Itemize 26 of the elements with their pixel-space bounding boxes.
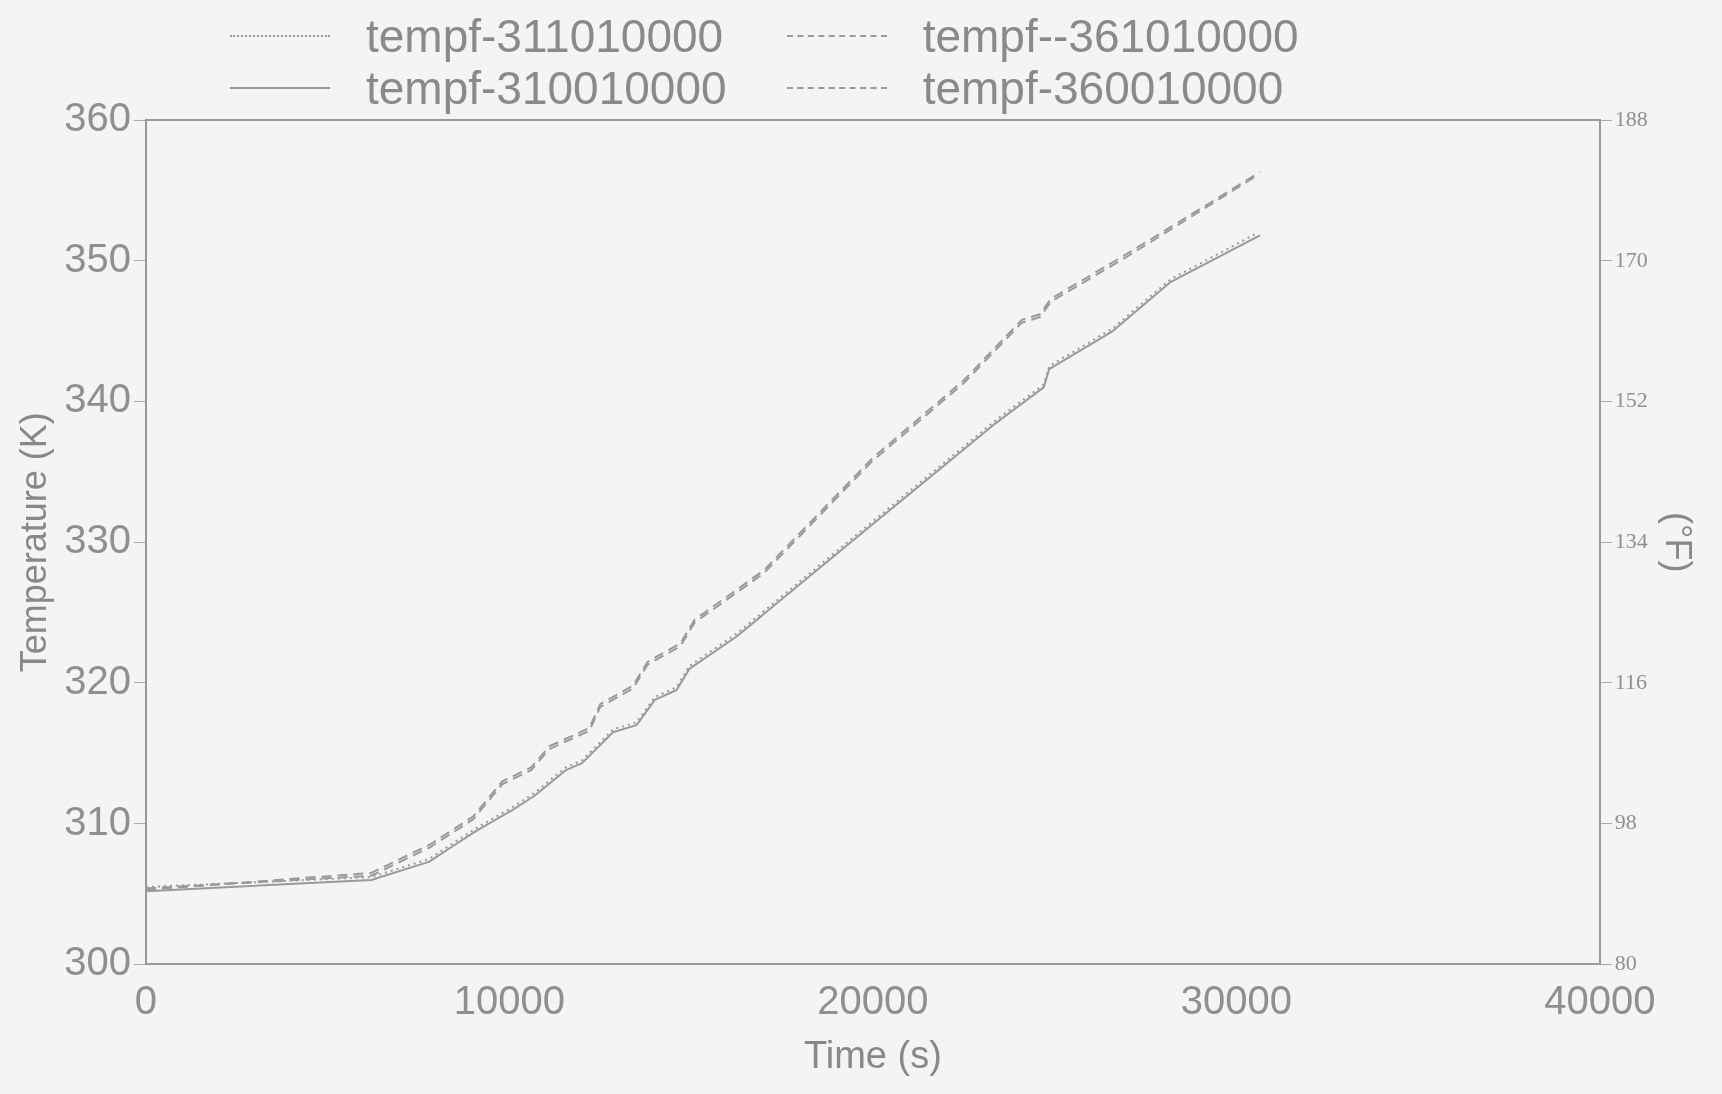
legend-label: tempf-311010000 <box>366 10 724 62</box>
x-tick-label: 40000 <box>1544 978 1656 1023</box>
x-tick-label: 30000 <box>1180 978 1292 1023</box>
y2-tick-label: 98 <box>1614 809 1637 835</box>
y-tick-label: 340 <box>64 376 131 421</box>
y2-tick-label: 116 <box>1614 668 1647 694</box>
y2-tick-label: 80 <box>1614 950 1637 976</box>
y-tick-label: 320 <box>64 657 131 702</box>
legend-label: tempf--361010000 <box>922 10 1299 62</box>
y-axis-title: Temperature (K) <box>12 412 54 673</box>
y2-tick-label: 188 <box>1614 105 1648 131</box>
y-tick-label: 300 <box>64 939 131 984</box>
x-tick-label: 10000 <box>453 978 566 1023</box>
y-tick-label: 310 <box>64 798 131 843</box>
x-axis-title: Time (s) <box>803 1033 942 1076</box>
y-tick-label: 330 <box>64 517 131 562</box>
y-tick-label: 350 <box>64 235 131 280</box>
x-tick-label: 0 <box>134 978 158 1023</box>
y2-tick-label: 134 <box>1614 527 1648 553</box>
legend-label: tempf-360010000 <box>922 62 1284 114</box>
y2-tick-label: 170 <box>1614 246 1648 272</box>
legend-label: tempf-310010000 <box>366 62 727 114</box>
y2-axis-title: (°F) <box>1658 512 1700 573</box>
y-tick-label: 360 <box>64 95 131 140</box>
y2-tick-label: 152 <box>1614 387 1648 413</box>
x-tick-label: 20000 <box>817 978 929 1023</box>
